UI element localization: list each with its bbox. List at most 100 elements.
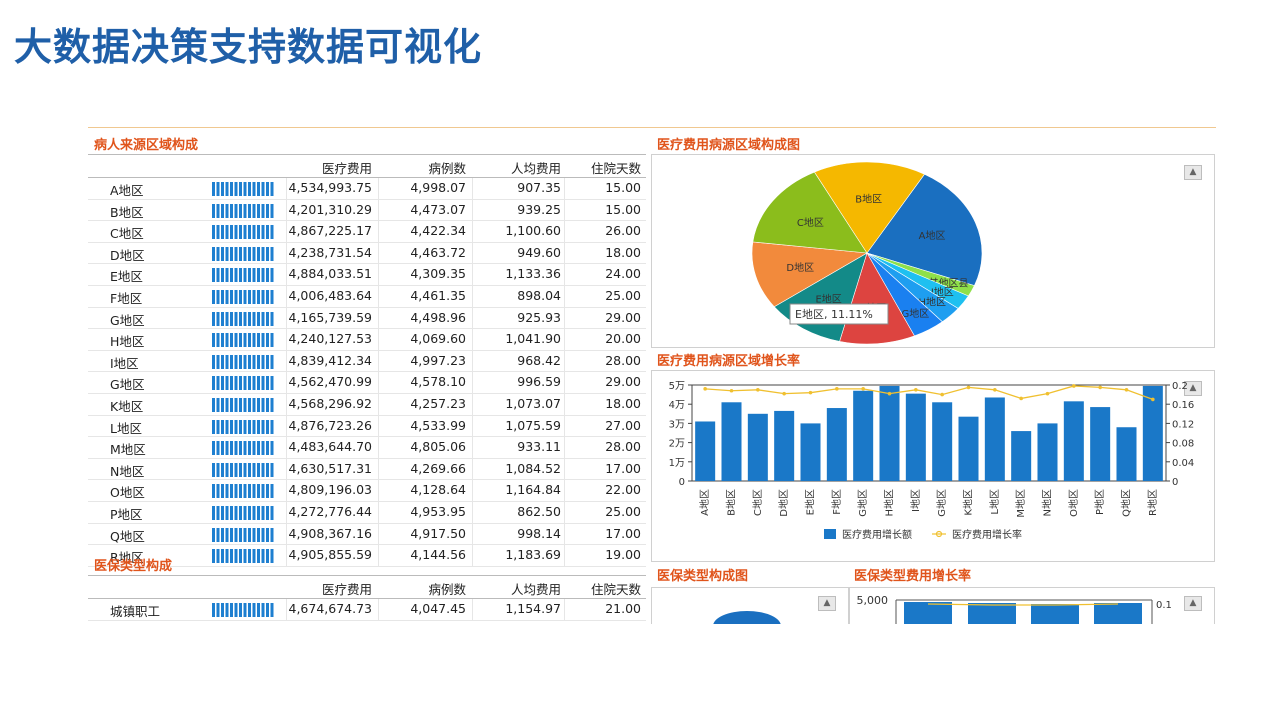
cell-cases: 4,463.72 [410,244,466,260]
region-name: L地区 [110,420,142,436]
region-name: A地区 [110,183,144,198]
growth-rate-line [705,385,1154,401]
cell-days: 19.00 [605,547,641,563]
cell-days: 29.00 [605,309,641,325]
data-bar-icon [212,333,274,348]
y2-tick-label: 0.1 [1156,600,1172,611]
pie-slice[interactable] [813,161,925,254]
cell-cost: 4,839,412.34 [288,352,373,368]
region-name: O地区 [110,485,145,501]
cell-cost: 4,908,367.16 [288,525,373,541]
bar[interactable] [721,402,742,481]
region-name: E地区 [110,269,143,285]
y-tick-label: 1万 [669,458,685,469]
bar[interactable] [932,402,953,481]
cell-cost: 4,876,723.26 [288,417,373,433]
bar[interactable] [879,385,900,481]
table-row: 城镇职工 4,674,674.73 4,047.45 1,154.97 21.00 [88,599,646,621]
bar[interactable] [1037,423,1058,481]
cell-avg: 1,133.36 [505,266,561,282]
bar[interactable] [774,410,795,481]
line-point [756,388,760,392]
table-row: M地区 4,483,644.70 4,805.06 933.11 28.00 [88,437,646,459]
data-bar-icon [212,203,274,218]
bar[interactable] [1011,431,1032,481]
pie-slice[interactable] [752,171,868,254]
page-title: 大数据决策支持数据可视化 [14,25,483,69]
y-tick-label: 5,000 [857,594,889,607]
region-name: Q地区 [110,528,145,544]
region-name: K地区 [110,398,144,414]
cell-avg: 1,075.59 [505,417,561,433]
bar [1094,603,1142,624]
x-tick-label: D地区 [777,489,790,517]
bar[interactable] [958,416,979,481]
x-tick-label: C地区 [751,489,764,516]
line-point [782,391,786,396]
region-table-body: A地区 4,534,993.75 4,998.07 907.35 15.00 B地区 4,2… [88,178,646,567]
table-row: Q地区 4,908,367.16 4,917.50 998.14 17.00 [88,523,646,546]
line-point [861,387,865,391]
cell-cases: 4,269.66 [410,460,466,476]
pie-slice[interactable] [751,241,868,308]
x-tick-label: R地区 [1146,489,1159,516]
download-icon[interactable]: ▲ [1184,596,1202,611]
cell-avg: 1,164.84 [505,482,561,498]
data-bar-icon [212,376,274,391]
table-row: G地区 4,165,739.59 4,498.96 925.93 29.00 [88,307,646,330]
insurance-growth-chart: 5,000 0.1 [857,594,1172,624]
header-days: 住院天数 [590,582,641,597]
cell-cases: 4,805.06 [410,439,466,455]
download-icon[interactable]: ▲ [1184,381,1202,396]
header-cases: 病例数 [428,161,466,176]
cell-cases: 4,998.07 [410,180,466,195]
bar[interactable] [800,423,821,481]
cell-cases: 4,498.96 [410,309,466,325]
bar[interactable] [1116,427,1137,481]
cell-days: 18.00 [605,395,641,411]
line-point [1045,391,1050,396]
cell-cost: 4,568,296.92 [288,395,373,411]
table-row: K地区 4,568,296.92 4,257.23 1,073.07 18.00 [88,393,646,416]
region-table-title: 病人来源区域构成 [94,138,199,153]
pie-slice[interactable] [866,173,983,286]
bar[interactable] [905,393,926,481]
bar[interactable] [1142,385,1163,481]
bar[interactable] [984,397,1005,481]
table-row: D地区 4,238,731.54 4,463.72 949.60 18.00 [88,242,646,265]
cell-cost: 4,867,225.17 [288,223,373,239]
table-row: H地区 4,240,127.53 4,069.60 1,041.90 20.00 [88,329,646,351]
bar [968,603,1016,624]
bar[interactable] [1090,407,1111,481]
y-tick-label: 0 [679,477,685,488]
bar[interactable] [853,390,874,481]
cell-cases: 4,917.50 [410,525,466,541]
line-point [1151,397,1155,402]
ins-growth-panel-title: 医保类型费用增长率 [854,569,972,584]
pie-slice-label: B地区 [855,192,882,205]
cell-days: 15.00 [605,201,641,217]
bar[interactable] [747,413,768,481]
bar[interactable] [1063,401,1084,481]
line-point [808,390,813,395]
bar[interactable] [695,421,716,481]
bar[interactable] [826,408,847,481]
region-name: N地区 [110,463,145,479]
bar [904,602,952,624]
cell-avg: 862.50 [517,503,561,519]
download-icon[interactable]: ▲ [818,596,836,611]
table-row: L地区 4,876,723.26 4,533.99 1,075.59 27.00 [88,415,646,438]
cell-cost: 4,165,739.59 [288,309,373,325]
cell-days: 21.00 [605,601,641,616]
y2-tick-label: 0.04 [1172,458,1194,469]
cell-avg: 933.11 [517,439,561,455]
x-tick-label: G地区 [856,489,869,517]
x-tick-label: H地区 [883,489,896,517]
region-name: 城镇职工 [110,604,161,619]
cell-days: 26.00 [605,223,641,239]
region-name: I地区 [110,355,139,371]
cell-cost: 4,272,776.44 [288,503,373,519]
x-tick-label: P地区 [1093,489,1106,515]
line-point [835,387,839,391]
download-icon[interactable]: ▲ [1184,165,1202,180]
